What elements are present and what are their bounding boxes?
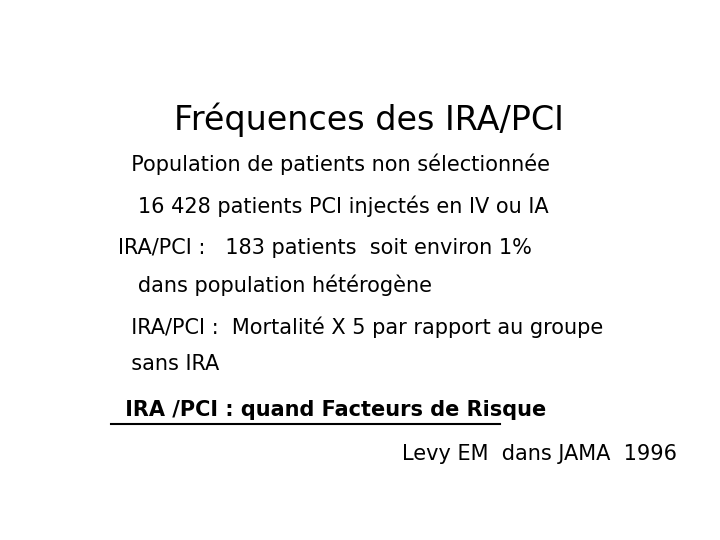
Text: IRA/PCI :   183 patients  soit environ 1%: IRA/PCI : 183 patients soit environ 1% (118, 238, 532, 258)
Text: dans population hétérogène: dans population hétérogène (118, 274, 432, 296)
Text: 16 428 patients PCI injectés en IV ou IA: 16 428 patients PCI injectés en IV ou IA (118, 195, 549, 217)
Text: Levy EM  dans JAMA  1996: Levy EM dans JAMA 1996 (402, 443, 678, 463)
Text: Fréquences des IRA/PCI: Fréquences des IRA/PCI (174, 102, 564, 137)
Text: IRA/PCI :  Mortalité X 5 par rapport au groupe: IRA/PCI : Mortalité X 5 par rapport au g… (118, 316, 603, 338)
Text: sans IRA: sans IRA (118, 354, 219, 374)
Text: Population de patients non sélectionnée: Population de patients non sélectionnée (118, 154, 550, 176)
Text: IRA /PCI : quand Facteurs de Risque: IRA /PCI : quand Facteurs de Risque (118, 400, 546, 420)
